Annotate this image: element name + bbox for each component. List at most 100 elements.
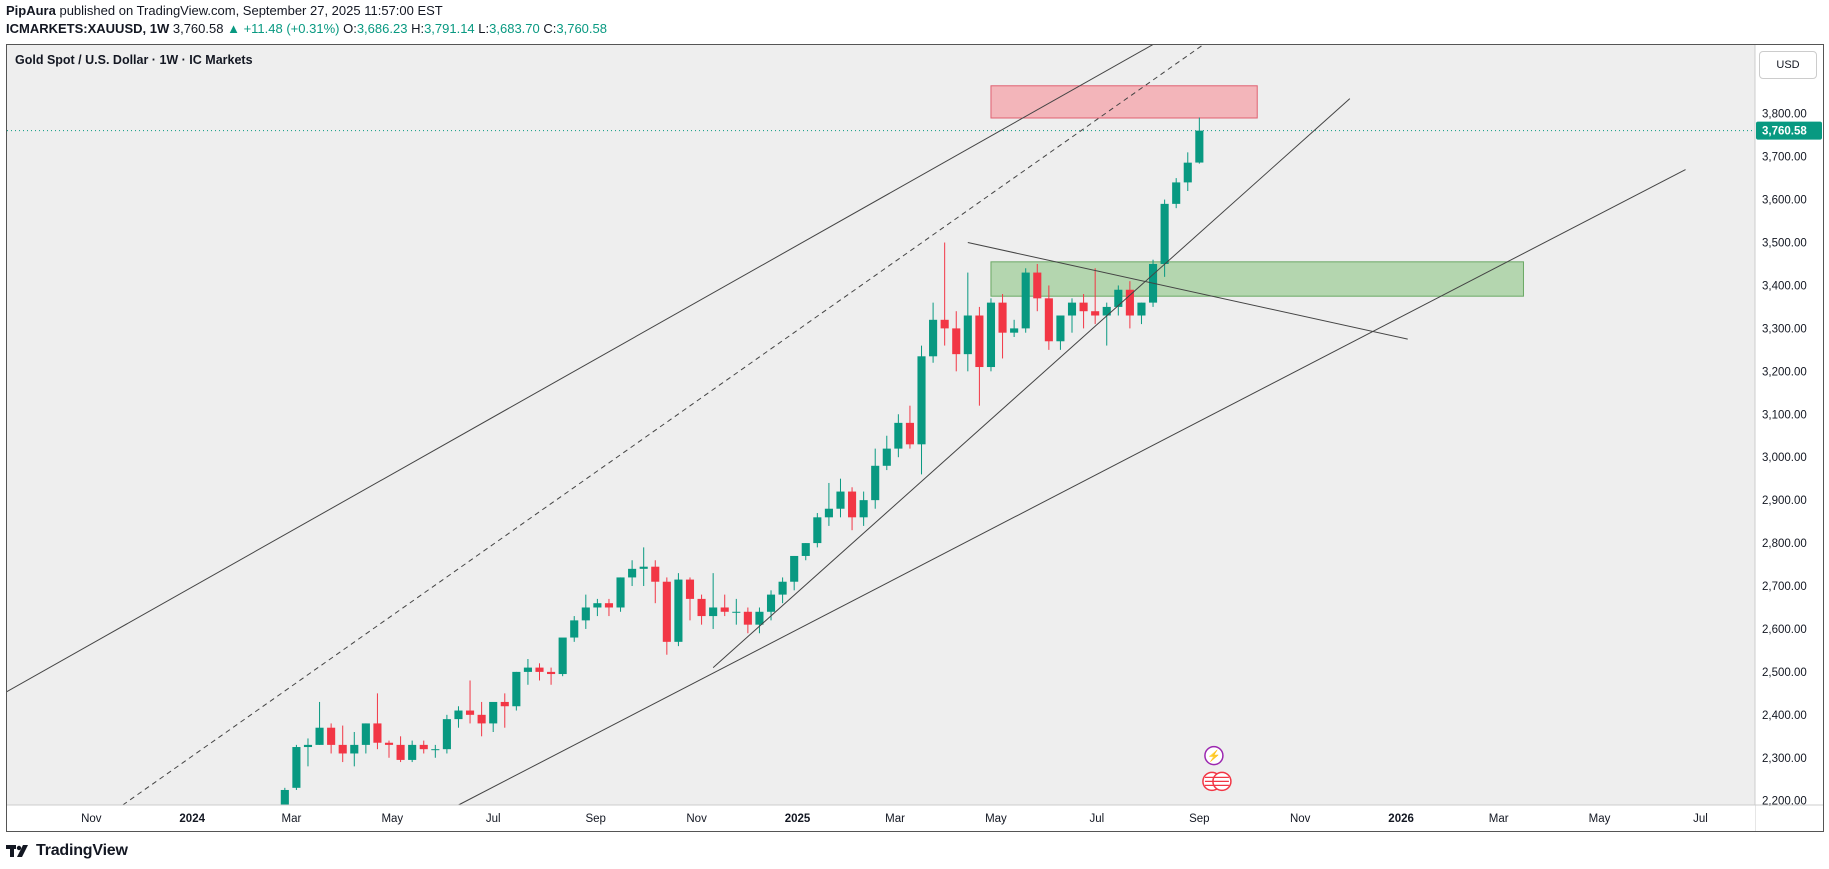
candle-body — [651, 566, 660, 582]
candle-body — [465, 710, 475, 715]
candle-body — [766, 594, 776, 612]
candle-body — [280, 789, 289, 805]
candle-body — [419, 744, 428, 750]
demand-zone — [990, 261, 1524, 297]
low-label: L: — [478, 21, 490, 36]
y-tick-label: 2,900.00 — [1762, 495, 1807, 507]
x-tick-label: Mar — [885, 813, 905, 825]
price-chart[interactable]: ⚡3,900.003,800.003,700.003,600.003,500.0… — [7, 45, 1823, 831]
candle-body — [350, 744, 359, 754]
candle-body — [408, 744, 417, 760]
candle-body — [431, 749, 440, 751]
publish-date: published on TradingView.com, September … — [59, 3, 443, 18]
candle-body — [905, 422, 914, 445]
trendline — [122, 45, 1204, 806]
x-tick-label: Nov — [1290, 813, 1311, 825]
candle-body — [674, 579, 683, 642]
candle-body — [1056, 315, 1065, 342]
symbol-info: ICMARKETS:XAUUSD, 1W 3,760.58 ▲ +11.48 (… — [6, 21, 607, 36]
candle-body — [1079, 302, 1088, 312]
candle-body — [1160, 203, 1169, 264]
candle-body — [755, 611, 764, 625]
supply-zone — [990, 85, 1258, 119]
x-tick-label: May — [1589, 813, 1611, 825]
trendline — [712, 98, 1351, 668]
high-label: H: — [411, 21, 425, 36]
low-value: 3,683.70 — [489, 21, 540, 36]
candle-body — [848, 491, 857, 518]
candle-body — [813, 517, 822, 544]
candle-body — [709, 607, 718, 617]
x-tick-label: 2024 — [179, 813, 205, 825]
candle-body — [547, 671, 556, 675]
candle-body — [628, 568, 637, 578]
flash-icon-glyph: ⚡ — [1207, 750, 1221, 763]
candle-body — [523, 667, 532, 672]
candle-body — [963, 315, 972, 355]
candle-body — [442, 719, 451, 750]
candle-body — [616, 577, 625, 608]
candle-body — [535, 667, 544, 672]
open-label: O: — [343, 21, 357, 36]
candle-body — [986, 302, 996, 368]
candle-body — [396, 744, 405, 760]
tradingview-logo[interactable]: TradingView — [6, 840, 128, 862]
chart-panel[interactable]: ⚡3,900.003,800.003,700.003,600.003,500.0… — [6, 44, 1824, 832]
candle-body — [292, 747, 301, 788]
y-tick-label: 2,700.00 — [1762, 581, 1807, 593]
flash-icon — [1204, 745, 1224, 766]
chart-title: Gold Spot / U.S. Dollar · 1W · IC Market… — [15, 53, 253, 67]
currency-button[interactable]: USD — [1759, 51, 1817, 79]
y-tick-label: 3,600.00 — [1762, 195, 1807, 207]
price-change: ▲ +11.48 (+0.31%) — [227, 21, 340, 36]
candle-body — [743, 611, 752, 625]
trendline — [7, 45, 1154, 693]
candle-body — [1137, 302, 1146, 316]
y-tick-label: 3,200.00 — [1762, 366, 1807, 378]
candle-body — [489, 701, 498, 724]
price-tag-label: 3,760.58 — [1762, 126, 1807, 138]
y-tick-label: 3,100.00 — [1762, 409, 1807, 421]
high-value: 3,791.14 — [424, 21, 475, 36]
candle-body — [1010, 328, 1019, 333]
candle-body — [1033, 272, 1042, 299]
y-tick-label: 3,800.00 — [1762, 109, 1807, 121]
x-tick-label: Jul — [486, 813, 501, 825]
x-tick-label: 2026 — [1388, 813, 1414, 825]
x-tick-label: Nov — [686, 813, 707, 825]
candle-body — [1183, 162, 1192, 183]
y-tick-label: 3,700.00 — [1762, 152, 1807, 164]
y-tick-label: 2,200.00 — [1762, 796, 1807, 808]
close-value: 3,760.58 — [556, 21, 607, 36]
y-tick-label: 2,400.00 — [1762, 710, 1807, 722]
candle-body — [929, 319, 938, 357]
candle-body — [327, 727, 336, 745]
candle-body — [454, 710, 463, 720]
time-axis — [7, 805, 1755, 831]
y-tick-label: 2,600.00 — [1762, 624, 1807, 636]
candle-body — [917, 356, 926, 445]
y-tick-label: 2,300.00 — [1762, 753, 1807, 765]
last-price: 3,760.58 — [172, 21, 224, 36]
open-value: 3,686.23 — [356, 21, 408, 36]
publish-info: PipAura published on TradingView.com, Se… — [6, 3, 443, 18]
candle-body — [824, 508, 833, 518]
close-label: C: — [543, 21, 557, 36]
symbol-label: ICMARKETS:XAUUSD, 1W — [6, 21, 170, 36]
candle-body — [303, 744, 313, 748]
y-tick-label: 3,400.00 — [1762, 280, 1807, 292]
candle-body — [882, 448, 891, 466]
candle-body — [593, 603, 602, 608]
y-tick-label: 3,500.00 — [1762, 238, 1807, 250]
candle-body — [477, 714, 486, 724]
candle-body — [338, 744, 347, 754]
candle-body — [512, 671, 521, 707]
candle-body — [685, 579, 695, 599]
tradingview-logo-icon — [6, 845, 28, 857]
candle-body — [801, 543, 810, 556]
x-tick-label: Nov — [81, 813, 102, 825]
y-tick-label: 3,300.00 — [1762, 323, 1807, 335]
candle-body — [1125, 289, 1134, 316]
publisher-name[interactable]: PipAura — [6, 3, 56, 18]
tradingview-brand: TradingView — [36, 842, 128, 859]
